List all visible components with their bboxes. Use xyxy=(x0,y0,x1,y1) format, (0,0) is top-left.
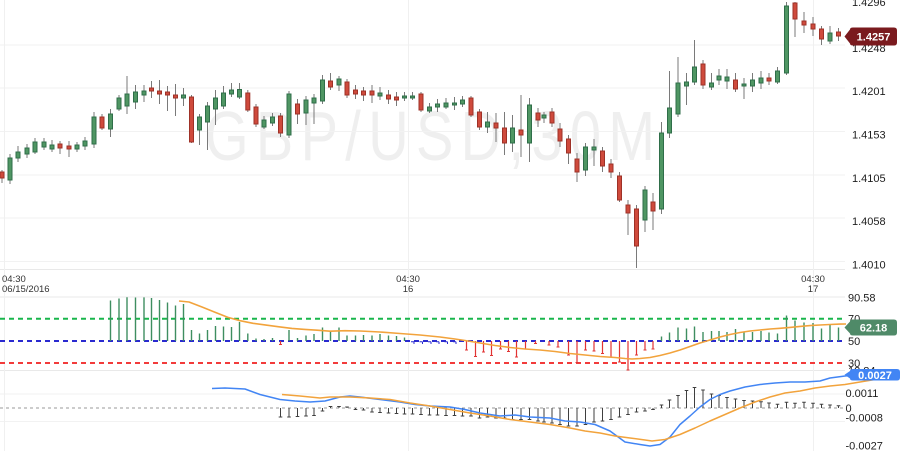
svg-text:-0.0027: -0.0027 xyxy=(846,440,883,451)
svg-text:17: 17 xyxy=(808,284,819,295)
svg-text:04:30: 04:30 xyxy=(396,274,420,285)
svg-text:1.4201: 1.4201 xyxy=(852,86,886,98)
svg-text:1.4105: 1.4105 xyxy=(852,173,886,185)
svg-text:90.58: 90.58 xyxy=(848,292,876,304)
svg-text:-0.0008: -0.0008 xyxy=(846,412,883,424)
svg-text:30: 30 xyxy=(848,358,860,370)
svg-text:1.4058: 1.4058 xyxy=(852,216,886,228)
svg-text:1.4153: 1.4153 xyxy=(852,129,886,141)
svg-text:06/15/2016: 06/15/2016 xyxy=(2,284,50,295)
svg-text:04:30: 04:30 xyxy=(2,274,26,285)
svg-text:1.4296: 1.4296 xyxy=(852,0,886,9)
svg-text:16: 16 xyxy=(403,284,414,295)
svg-text:0.0027: 0.0027 xyxy=(858,370,892,382)
svg-text:0.0011: 0.0011 xyxy=(846,388,879,400)
svg-text:0: 0 xyxy=(846,403,852,415)
svg-text:1.4248: 1.4248 xyxy=(852,43,886,55)
svg-text:62.18: 62.18 xyxy=(860,323,888,335)
svg-text:1.4010: 1.4010 xyxy=(852,259,886,271)
svg-text:04:30: 04:30 xyxy=(801,274,825,285)
svg-text:1.4257: 1.4257 xyxy=(857,32,891,44)
svg-text:50: 50 xyxy=(848,336,860,348)
